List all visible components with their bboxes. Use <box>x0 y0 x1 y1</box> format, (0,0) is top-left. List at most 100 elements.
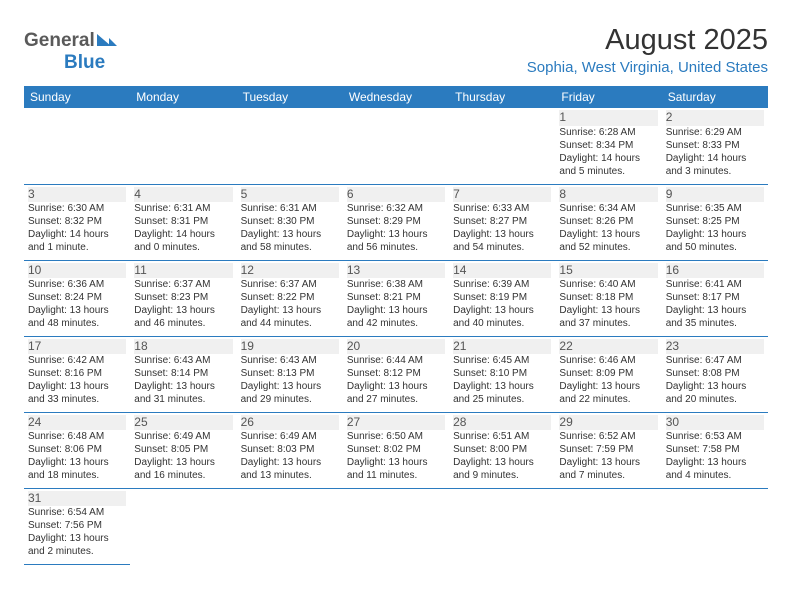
calendar-cell: 4Sunrise: 6:31 AMSunset: 8:31 PMDaylight… <box>130 184 236 260</box>
daylight-text: Daylight: 13 hours and 7 minutes. <box>559 456 657 482</box>
calendar-row: 31Sunrise: 6:54 AMSunset: 7:56 PMDayligh… <box>24 488 768 564</box>
calendar-cell: 25Sunrise: 6:49 AMSunset: 8:05 PMDayligh… <box>130 412 236 488</box>
daylight-text: Daylight: 13 hours and 9 minutes. <box>453 456 551 482</box>
calendar-cell: 24Sunrise: 6:48 AMSunset: 8:06 PMDayligh… <box>24 412 130 488</box>
day-header: Friday <box>555 86 661 108</box>
page-header: General August 2025 Sophia, West Virgini… <box>24 24 768 76</box>
day-header: Sunday <box>24 86 130 108</box>
day-number: 24 <box>28 415 126 431</box>
calendar-cell <box>343 488 449 564</box>
day-number: 11 <box>134 263 232 279</box>
calendar-cell <box>343 108 449 184</box>
daylight-text: Daylight: 13 hours and 46 minutes. <box>134 304 232 330</box>
day-number: 10 <box>28 263 126 279</box>
calendar-cell: 27Sunrise: 6:50 AMSunset: 8:02 PMDayligh… <box>343 412 449 488</box>
daylight-text: Daylight: 13 hours and 4 minutes. <box>666 456 764 482</box>
daylight-text: Daylight: 13 hours and 50 minutes. <box>666 228 764 254</box>
sunrise-text: Sunrise: 6:29 AM <box>666 126 764 139</box>
day-number: 2 <box>666 110 764 126</box>
calendar-cell: 2Sunrise: 6:29 AMSunset: 8:33 PMDaylight… <box>662 108 768 184</box>
calendar-table: SundayMondayTuesdayWednesdayThursdayFrid… <box>24 86 768 565</box>
daylight-text: Daylight: 13 hours and 35 minutes. <box>666 304 764 330</box>
sunset-text: Sunset: 8:22 PM <box>241 291 339 304</box>
calendar-cell: 22Sunrise: 6:46 AMSunset: 8:09 PMDayligh… <box>555 336 661 412</box>
sunrise-text: Sunrise: 6:45 AM <box>453 354 551 367</box>
sunset-text: Sunset: 7:59 PM <box>559 443 657 456</box>
calendar-cell: 26Sunrise: 6:49 AMSunset: 8:03 PMDayligh… <box>237 412 343 488</box>
logo-sail-icon-small <box>109 38 117 46</box>
page-title: August 2025 <box>527 24 768 57</box>
day-header: Tuesday <box>237 86 343 108</box>
sunset-text: Sunset: 8:13 PM <box>241 367 339 380</box>
day-number: 3 <box>28 187 126 203</box>
sunset-text: Sunset: 8:10 PM <box>453 367 551 380</box>
sunrise-text: Sunrise: 6:48 AM <box>28 430 126 443</box>
day-number: 28 <box>453 415 551 431</box>
sunrise-text: Sunrise: 6:43 AM <box>134 354 232 367</box>
calendar-cell: 3Sunrise: 6:30 AMSunset: 8:32 PMDaylight… <box>24 184 130 260</box>
day-number: 9 <box>666 187 764 203</box>
daylight-text: Daylight: 13 hours and 18 minutes. <box>28 456 126 482</box>
logo: General <box>24 30 117 52</box>
daylight-text: Daylight: 13 hours and 13 minutes. <box>241 456 339 482</box>
daylight-text: Daylight: 13 hours and 16 minutes. <box>134 456 232 482</box>
day-header: Thursday <box>449 86 555 108</box>
calendar-cell: 17Sunrise: 6:42 AMSunset: 8:16 PMDayligh… <box>24 336 130 412</box>
sunrise-text: Sunrise: 6:39 AM <box>453 278 551 291</box>
calendar-cell: 6Sunrise: 6:32 AMSunset: 8:29 PMDaylight… <box>343 184 449 260</box>
daylight-text: Daylight: 13 hours and 40 minutes. <box>453 304 551 330</box>
sunset-text: Sunset: 8:27 PM <box>453 215 551 228</box>
sunrise-text: Sunrise: 6:54 AM <box>28 506 126 519</box>
day-number: 5 <box>241 187 339 203</box>
day-header: Saturday <box>662 86 768 108</box>
calendar-cell: 30Sunrise: 6:53 AMSunset: 7:58 PMDayligh… <box>662 412 768 488</box>
daylight-text: Daylight: 14 hours and 5 minutes. <box>559 152 657 178</box>
daylight-text: Daylight: 14 hours and 0 minutes. <box>134 228 232 254</box>
calendar-cell: 5Sunrise: 6:31 AMSunset: 8:30 PMDaylight… <box>237 184 343 260</box>
sunrise-text: Sunrise: 6:49 AM <box>241 430 339 443</box>
sunset-text: Sunset: 8:03 PM <box>241 443 339 456</box>
daylight-text: Daylight: 13 hours and 20 minutes. <box>666 380 764 406</box>
calendar-cell <box>130 108 236 184</box>
sunset-text: Sunset: 8:12 PM <box>347 367 445 380</box>
sunrise-text: Sunrise: 6:46 AM <box>559 354 657 367</box>
calendar-cell <box>237 108 343 184</box>
sunset-text: Sunset: 8:33 PM <box>666 139 764 152</box>
sunset-text: Sunset: 8:24 PM <box>28 291 126 304</box>
sunset-text: Sunset: 7:56 PM <box>28 519 126 532</box>
location-text: Sophia, West Virginia, United States <box>527 59 768 76</box>
sunset-text: Sunset: 8:16 PM <box>28 367 126 380</box>
calendar-cell: 21Sunrise: 6:45 AMSunset: 8:10 PMDayligh… <box>449 336 555 412</box>
day-number: 18 <box>134 339 232 355</box>
sunrise-text: Sunrise: 6:37 AM <box>134 278 232 291</box>
calendar-cell <box>449 108 555 184</box>
daylight-text: Daylight: 13 hours and 22 minutes. <box>559 380 657 406</box>
calendar-row: 17Sunrise: 6:42 AMSunset: 8:16 PMDayligh… <box>24 336 768 412</box>
calendar-cell: 7Sunrise: 6:33 AMSunset: 8:27 PMDaylight… <box>449 184 555 260</box>
calendar-row: 1Sunrise: 6:28 AMSunset: 8:34 PMDaylight… <box>24 108 768 184</box>
calendar-cell <box>24 108 130 184</box>
day-number: 26 <box>241 415 339 431</box>
calendar-cell <box>130 488 236 564</box>
sunset-text: Sunset: 8:09 PM <box>559 367 657 380</box>
sunrise-text: Sunrise: 6:28 AM <box>559 126 657 139</box>
sunrise-text: Sunrise: 6:32 AM <box>347 202 445 215</box>
sunrise-text: Sunrise: 6:53 AM <box>666 430 764 443</box>
calendar-cell: 15Sunrise: 6:40 AMSunset: 8:18 PMDayligh… <box>555 260 661 336</box>
calendar-row: 24Sunrise: 6:48 AMSunset: 8:06 PMDayligh… <box>24 412 768 488</box>
day-number: 16 <box>666 263 764 279</box>
sunset-text: Sunset: 8:25 PM <box>666 215 764 228</box>
day-number: 6 <box>347 187 445 203</box>
day-number: 17 <box>28 339 126 355</box>
sunset-text: Sunset: 8:06 PM <box>28 443 126 456</box>
calendar-cell: 20Sunrise: 6:44 AMSunset: 8:12 PMDayligh… <box>343 336 449 412</box>
sunset-text: Sunset: 8:34 PM <box>559 139 657 152</box>
sunrise-text: Sunrise: 6:34 AM <box>559 202 657 215</box>
daylight-text: Daylight: 13 hours and 54 minutes. <box>453 228 551 254</box>
daylight-text: Daylight: 13 hours and 11 minutes. <box>347 456 445 482</box>
daylight-text: Daylight: 13 hours and 58 minutes. <box>241 228 339 254</box>
sunset-text: Sunset: 8:19 PM <box>453 291 551 304</box>
sunset-text: Sunset: 8:17 PM <box>666 291 764 304</box>
sunrise-text: Sunrise: 6:40 AM <box>559 278 657 291</box>
daylight-text: Daylight: 13 hours and 2 minutes. <box>28 532 126 558</box>
